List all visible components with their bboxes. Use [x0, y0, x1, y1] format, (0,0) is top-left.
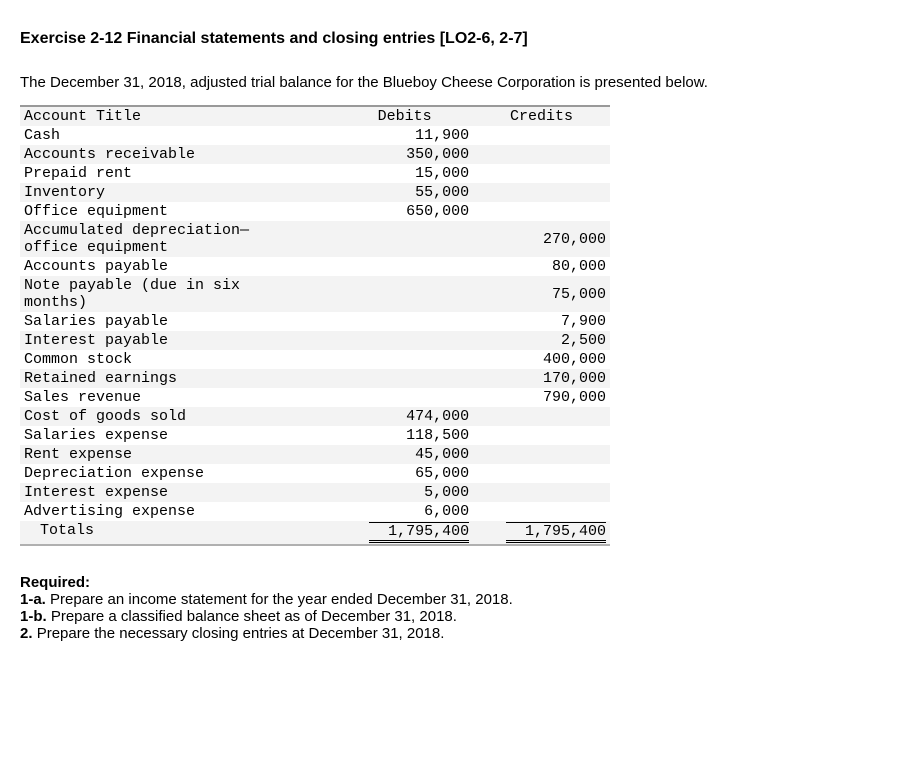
tb-row: Cash11,900 [20, 126, 610, 145]
tb-debit-value [336, 350, 473, 369]
tb-debit-value: 118,500 [336, 426, 473, 445]
tb-account-title: Depreciation expense [20, 464, 336, 483]
tb-account-title: Rent expense [20, 445, 336, 464]
tb-account-title: Advertising expense [20, 502, 336, 521]
required-item-text: Prepare a classified balance sheet as of… [51, 608, 457, 625]
tb-row: Depreciation expense65,000 [20, 464, 610, 483]
required-item-label: 1-a. [20, 591, 50, 608]
tb-account-title: Prepaid rent [20, 164, 336, 183]
tb-account-title: Interest payable [20, 331, 336, 350]
tb-account-title: Note payable (due in six months) [20, 276, 336, 312]
tb-debit-value [336, 331, 473, 350]
tb-row: Common stock 400,000 [20, 350, 610, 369]
tb-credit-value [473, 445, 610, 464]
required-item: 1-a. Prepare an income statement for the… [20, 591, 882, 608]
tb-account-title: Accounts receivable [20, 145, 336, 164]
tb-row: Cost of goods sold474,000 [20, 407, 610, 426]
tb-credit-value [473, 464, 610, 483]
required-heading: Required: [20, 574, 882, 591]
tb-header-credits: Credits [473, 107, 610, 126]
tb-credit-value: 400,000 [473, 350, 610, 369]
tb-debit-value [336, 276, 473, 312]
tb-credit-value [473, 164, 610, 183]
tb-row: Interest payable 2,500 [20, 331, 610, 350]
tb-totals-row: Totals1,795,4001,795,400 [20, 521, 610, 544]
tb-account-title: Cash [20, 126, 336, 145]
required-item-text: Prepare an income statement for the year… [50, 591, 513, 608]
tb-account-title: Interest expense [20, 483, 336, 502]
exercise-title: Exercise 2-12 Financial statements and c… [20, 30, 882, 48]
tb-debit-value [336, 257, 473, 276]
tb-debit-value [336, 388, 473, 407]
tb-row: Salaries expense118,500 [20, 426, 610, 445]
intro-text: The December 31, 2018, adjusted trial ba… [20, 74, 882, 91]
tb-debit-value: 55,000 [336, 183, 473, 202]
tb-account-title: Accumulated depreciation— office equipme… [20, 221, 336, 257]
tb-row: Accumulated depreciation— office equipme… [20, 221, 610, 257]
tb-row: Office equipment650,000 [20, 202, 610, 221]
tb-debit-value: 45,000 [336, 445, 473, 464]
required-item-label: 2. [20, 625, 37, 642]
tb-row: Rent expense45,000 [20, 445, 610, 464]
tb-totals-credit: 1,795,400 [473, 521, 610, 544]
required-item-label: 1-b. [20, 608, 51, 625]
required-item: 2. Prepare the necessary closing entries… [20, 625, 882, 642]
tb-credit-value [473, 407, 610, 426]
tb-debit-value [336, 369, 473, 388]
tb-debit-value: 650,000 [336, 202, 473, 221]
tb-credit-value [473, 183, 610, 202]
tb-credit-value [473, 426, 610, 445]
tb-credit-value [473, 502, 610, 521]
tb-account-title: Cost of goods sold [20, 407, 336, 426]
tb-credit-value [473, 145, 610, 164]
tb-credit-value: 2,500 [473, 331, 610, 350]
tb-debit-value: 15,000 [336, 164, 473, 183]
required-section: Required: 1-a. Prepare an income stateme… [20, 574, 882, 642]
required-item: 1-b. Prepare a classified balance sheet … [20, 608, 882, 625]
tb-debit-value: 11,900 [336, 126, 473, 145]
tb-row: Interest expense5,000 [20, 483, 610, 502]
tb-account-title: Accounts payable [20, 257, 336, 276]
tb-credit-value: 80,000 [473, 257, 610, 276]
tb-credit-value: 790,000 [473, 388, 610, 407]
tb-totals-debit: 1,795,400 [336, 521, 473, 544]
required-item-text: Prepare the necessary closing entries at… [37, 625, 445, 642]
tb-debit-value: 350,000 [336, 145, 473, 164]
tb-totals-label: Totals [20, 521, 336, 544]
tb-credit-value [473, 483, 610, 502]
tb-row: Inventory55,000 [20, 183, 610, 202]
tb-credit-value: 270,000 [473, 221, 610, 257]
tb-header-debits: Debits [336, 107, 473, 126]
tb-debit-value: 6,000 [336, 502, 473, 521]
tb-account-title: Salaries payable [20, 312, 336, 331]
trial-balance-table: Account TitleDebitsCreditsCash11,900Acco… [20, 105, 610, 546]
tb-debit-value [336, 312, 473, 331]
tb-row: Note payable (due in six months) 75,000 [20, 276, 610, 312]
tb-row: Accounts payable 80,000 [20, 257, 610, 276]
tb-debit-value: 474,000 [336, 407, 473, 426]
tb-account-title: Sales revenue [20, 388, 336, 407]
tb-account-title: Retained earnings [20, 369, 336, 388]
tb-row: Advertising expense6,000 [20, 502, 610, 521]
tb-debit-value: 5,000 [336, 483, 473, 502]
tb-credit-value: 7,900 [473, 312, 610, 331]
tb-credit-value: 170,000 [473, 369, 610, 388]
tb-credit-value [473, 126, 610, 145]
tb-row: Salaries payable 7,900 [20, 312, 610, 331]
tb-account-title: Office equipment [20, 202, 336, 221]
tb-account-title: Inventory [20, 183, 336, 202]
tb-debit-value [336, 221, 473, 257]
tb-row: Prepaid rent15,000 [20, 164, 610, 183]
tb-row: Accounts receivable350,000 [20, 145, 610, 164]
tb-row: Sales revenue 790,000 [20, 388, 610, 407]
tb-account-title: Salaries expense [20, 426, 336, 445]
tb-credit-value [473, 202, 610, 221]
tb-account-title: Common stock [20, 350, 336, 369]
tb-header-account: Account Title [20, 107, 336, 126]
tb-row: Retained earnings 170,000 [20, 369, 610, 388]
tb-credit-value: 75,000 [473, 276, 610, 312]
tb-debit-value: 65,000 [336, 464, 473, 483]
